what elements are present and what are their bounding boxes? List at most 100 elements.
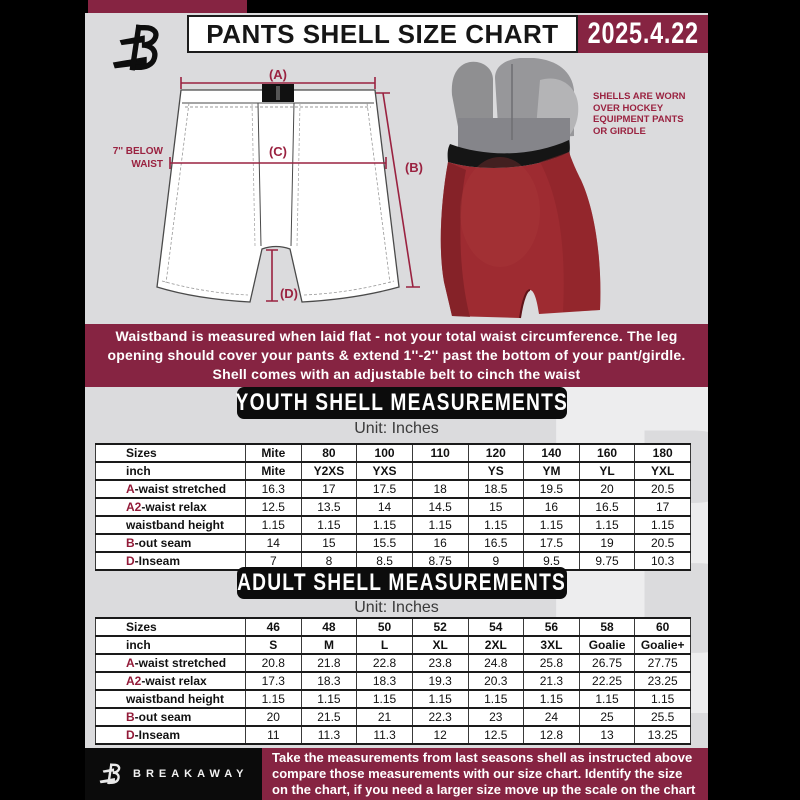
cell-value: 16.3 [245,479,302,499]
cell-value: 1.15 [411,689,469,709]
footer-logo-panel: BREAKAWAY [85,748,262,800]
cell-value: 15 [467,497,525,517]
table-row: A2-waist relax 12.5 13.5 14 14.5 15 16 16.5 17 [95,497,691,517]
cell-value: 17 [634,497,691,517]
top-accent-bar [88,0,247,13]
table-row: waistband height 1.15 1.15 1.15 1.15 1.15 1.15… [95,689,691,709]
cell-value: 27.75 [634,653,691,673]
column-header: 80 [300,443,358,463]
cell-value: 1.15 [578,689,636,709]
shell-photo [440,58,601,319]
cell-value: 24 [523,707,580,727]
cell-value: YXS [356,461,413,481]
cell-value: 13.25 [634,725,691,745]
cell-value: 19.5 [523,479,580,499]
youth-heading-text: YOUTH SHELL MEASUREMENTS [235,389,569,416]
document-body: B PANTS SHELL SIZE CHART 2025.4.22 (A) (… [85,13,708,800]
row-label: B-out seam [95,707,246,727]
row-label: A2-waist relax [95,671,246,691]
row-label: Sizes [95,443,246,463]
waist-note: 7'' BELOW WAIST [112,146,163,170]
cell-value: 20.5 [634,533,691,553]
row-letter: A2 [126,674,142,688]
cell-value: 1.15 [300,515,358,535]
cell-value: 18.3 [356,671,413,691]
cell-value: 25.5 [634,707,691,727]
column-header: 100 [356,443,413,463]
cell-value: 12.5 [245,497,302,517]
breakaway-logo-icon [112,24,159,71]
photo-caption: SHELLS ARE WORN OVER HOCKEY EQUIPMENT PA… [593,91,686,137]
cell-value: 22.3 [411,707,469,727]
cell-value: YM [523,461,580,481]
row-label: A-waist stretched [95,653,246,673]
column-header: 56 [523,617,580,637]
cell-value: 1.15 [578,515,636,535]
column-header: 110 [411,443,469,463]
cell-value: 12.8 [523,725,580,745]
cell-value: 17.3 [245,671,302,691]
table-row: inch S M L XL 2XL 3XL Goalie Goalie+ [95,635,691,655]
cell-value: 21.5 [300,707,358,727]
youth-unit-label: Unit: Inches [354,420,439,437]
cell-value: 21.8 [300,653,358,673]
cell-value: 1.15 [245,515,302,535]
cell-value: 1.15 [356,515,413,535]
cell-value: 9.75 [578,551,636,571]
date-text: 2025.4.22 [587,17,699,50]
table-row: waistband height 1.15 1.15 1.15 1.15 1.15 1.15… [95,515,691,535]
row-label: A-waist stretched [95,479,246,499]
cell-value: 23 [467,707,525,727]
cell-value: 1.15 [411,515,469,535]
table-header-row: Sizes 46 48 50 52 54 56 58 60 [95,617,691,637]
cell-value: 22.8 [356,653,413,673]
column-header: 60 [634,617,691,637]
cell-value: Mite [245,461,302,481]
cell-value: 14 [245,533,302,553]
column-header: 160 [578,443,636,463]
cell-value: 1.15 [245,689,302,709]
table-header-row: Sizes Mite 80 100 110 120 140 160 180 [95,443,691,463]
table-row: B-out seam 14 15 15.5 16 16.5 17.5 19 20.5 [95,533,691,553]
cell-value: 25 [578,707,636,727]
cell-value: 16.5 [467,533,525,553]
row-letter: B [126,710,135,724]
footer-brand-name: BREAKAWAY [133,768,249,780]
column-header: Mite [245,443,302,463]
row-label: A2-waist relax [95,497,246,517]
adult-size-table: Sizes 46 48 50 52 54 56 58 60 inch S M L XL 2XL 3XL Goal… [95,617,691,745]
date-badge: 2025.4.22 [578,15,708,53]
column-header: 120 [467,443,525,463]
cell-value: 19.3 [411,671,469,691]
table-row: B-out seam 20 21.5 21 22.3 23 24 25 25.5 [95,707,691,727]
row-label: inch [95,461,246,481]
cell-value: 1.15 [467,515,525,535]
cell-value: 1.15 [467,689,525,709]
column-header: 50 [356,617,413,637]
label-A: (A) [269,67,287,82]
cell-value: 20 [245,707,302,727]
cell-value: 1.15 [523,515,580,535]
cell-value: 12.5 [467,725,525,745]
cell-value: YL [578,461,636,481]
row-label: waistband height [95,515,246,535]
cell-value: 18.3 [300,671,358,691]
cell-value: 17.5 [356,479,413,499]
cell-value: Y2XS [300,461,358,481]
column-header: 58 [578,617,636,637]
row-letter: A [126,482,135,496]
adult-section-heading: ADULT SHELL MEASUREMENTS [237,567,567,599]
cell-value: 12 [411,725,469,745]
youth-size-table: Sizes Mite 80 100 110 120 140 160 180 inch Mite Y2X… [95,443,691,571]
cell-value: 20.8 [245,653,302,673]
youth-section-heading: YOUTH SHELL MEASUREMENTS [235,387,569,419]
row-label: Sizes [95,617,246,637]
footer: BREAKAWAY Take the measurements from las… [85,748,708,800]
label-D: (D) [280,286,298,301]
label-B: (B) [405,160,423,175]
cell-value: 17 [300,479,358,499]
cell-value: 18.5 [467,479,525,499]
cell-value: 13.5 [300,497,358,517]
cell-value: 21 [356,707,413,727]
